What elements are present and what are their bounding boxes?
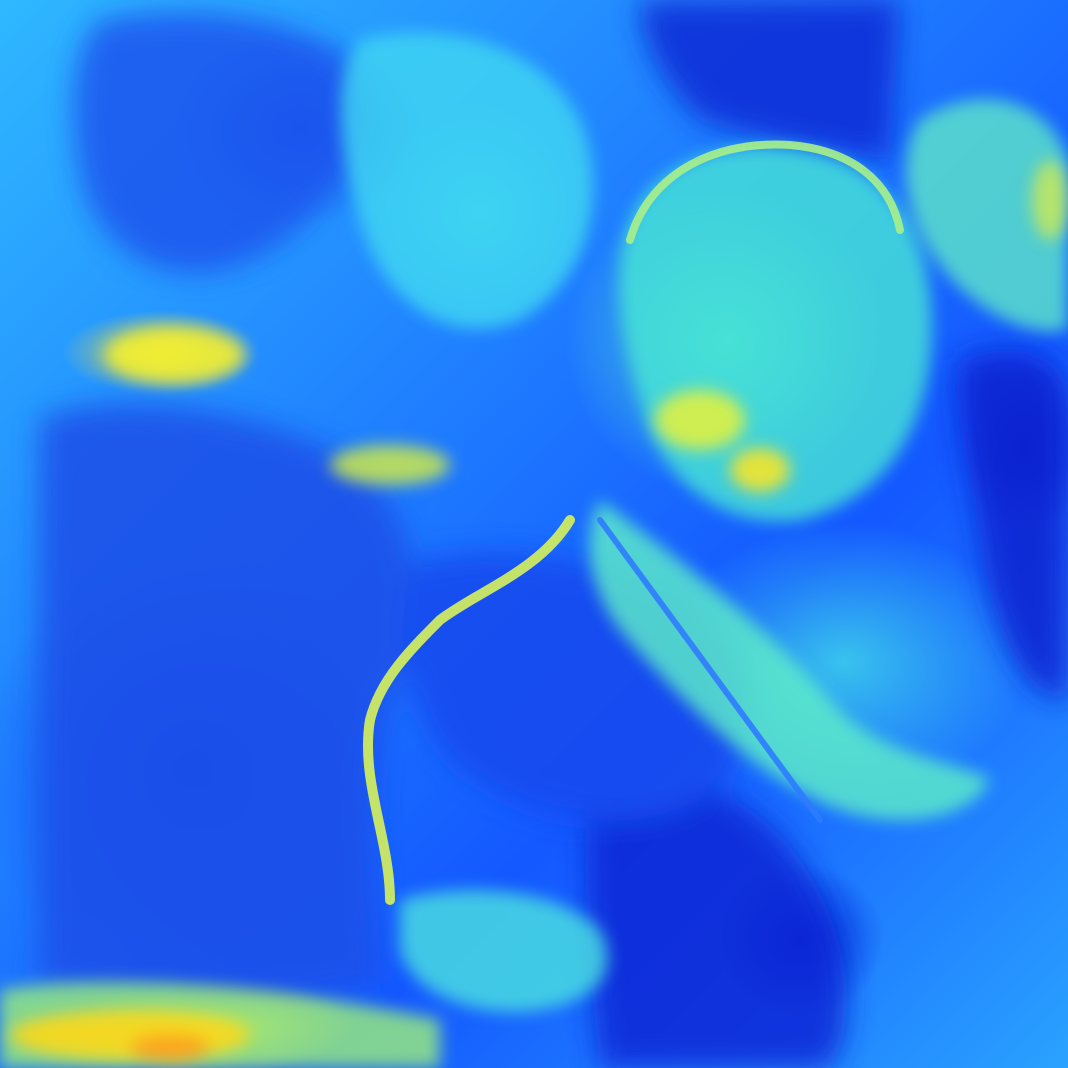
dark-region-left-block — [40, 403, 414, 1003]
contour-curve-center — [362, 515, 575, 905]
hotspot-bottom-left — [10, 1010, 250, 1060]
hotspot-cheek — [655, 390, 745, 450]
dark-region-right-edge — [957, 350, 1068, 700]
hotspot-chin — [730, 448, 790, 492]
arm-region — [589, 500, 990, 820]
hotspot-left — [105, 327, 245, 383]
contour-face-outline — [626, 140, 904, 244]
lower-center-region — [400, 890, 608, 1012]
dark-region-top-right — [640, 0, 900, 160]
contour-diagonal — [597, 517, 823, 823]
hotspot-bottom-peak — [130, 1034, 210, 1062]
right-top-region — [906, 99, 1068, 332]
dark-region-bottom-center — [585, 774, 847, 1068]
dark-region-top-left — [74, 12, 364, 273]
hotspot-shoulder — [330, 445, 450, 485]
hotspot-right-edge — [1032, 160, 1068, 240]
upper-center-region — [341, 32, 594, 329]
